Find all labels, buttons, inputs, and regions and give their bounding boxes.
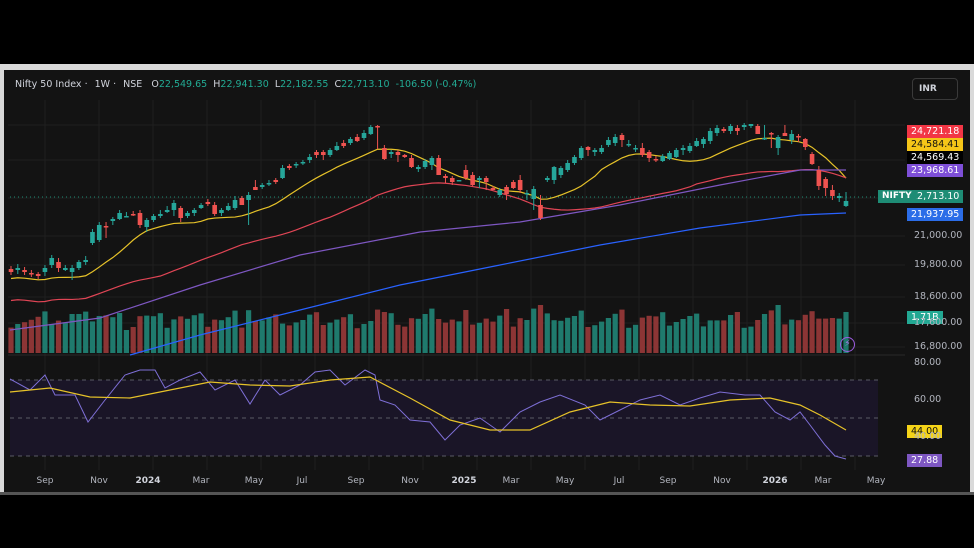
open-label: O — [151, 79, 159, 90]
price-axis-tick: 60.00 — [914, 394, 942, 405]
time-axis-tick: Nov — [90, 476, 108, 486]
time-axis-tick: 2026 — [762, 476, 788, 486]
ma-value-label: 24,569.43 — [907, 151, 964, 164]
interval[interactable]: 1W — [94, 79, 111, 90]
currency-button[interactable]: INR — [912, 78, 958, 100]
ma20-label: 24,584.41 — [907, 138, 964, 151]
price-axis-tick: 17,600.00 — [914, 317, 963, 328]
exchange: NSE — [123, 79, 143, 90]
time-axis-tick: Sep — [347, 476, 365, 486]
time-axis-tick: 2024 — [135, 476, 161, 486]
high-value: 22,941.30 — [220, 79, 269, 90]
ma200-label: 21,937.95 — [907, 208, 964, 221]
rsi-ma-label: 44.00 — [907, 425, 943, 438]
ma100-label: 23,968.61 — [907, 164, 964, 177]
symbol-tag: NIFTY — [878, 190, 916, 203]
price-axis-tick: 16,800.00 — [914, 341, 963, 352]
symbol-header: Nifty 50 Index · 1W · NSE O22,549.65 H22… — [15, 79, 477, 90]
bottom-scrollbar[interactable] — [0, 492, 974, 495]
open-value: 22,549.65 — [158, 79, 208, 90]
symbol-name[interactable]: Nifty 50 Index — [15, 79, 82, 90]
price-axis-tick: 80.00 — [914, 357, 942, 368]
time-axis-tick: Nov — [401, 476, 419, 486]
time-axis-tick: Jul — [296, 476, 308, 486]
low-value: 22,182.55 — [280, 79, 329, 90]
price-axis-tick: 18,600.00 — [914, 291, 963, 302]
time-axis-tick: Mar — [814, 476, 832, 486]
high-label: H — [213, 79, 221, 90]
time-axis-tick: May — [244, 476, 264, 486]
close-value: 22,713.10 — [341, 79, 390, 90]
time-axis-tick: Sep — [659, 476, 677, 486]
time-axis-tick: May — [555, 476, 575, 486]
price-axis-tick: 21,000.00 — [914, 230, 963, 241]
close-label: C — [334, 79, 342, 90]
lightning-icon[interactable]: ⚡ — [840, 337, 855, 352]
time-axis-tick: 2025 — [451, 476, 477, 486]
time-axis-tick: Sep — [36, 476, 54, 486]
low-label: L — [274, 79, 281, 90]
time-axis-tick: Jul — [613, 476, 625, 486]
time-axis-tick: Nov — [713, 476, 731, 486]
price-axis-tick: 40.00 — [914, 431, 942, 442]
time-axis-tick: Mar — [192, 476, 210, 486]
rsi-label: 27.88 — [907, 454, 943, 467]
price-axis-tick: 19,800.00 — [914, 259, 963, 270]
change-value: -106.50 (-0.47%) — [395, 79, 477, 90]
time-axis-tick: Mar — [502, 476, 520, 486]
volume-label: 1.71B — [907, 311, 943, 324]
last-price-label: 22,713.10 — [907, 190, 964, 203]
ma50-label: 24,721.18 — [907, 125, 964, 138]
time-axis-tick: May — [866, 476, 886, 486]
